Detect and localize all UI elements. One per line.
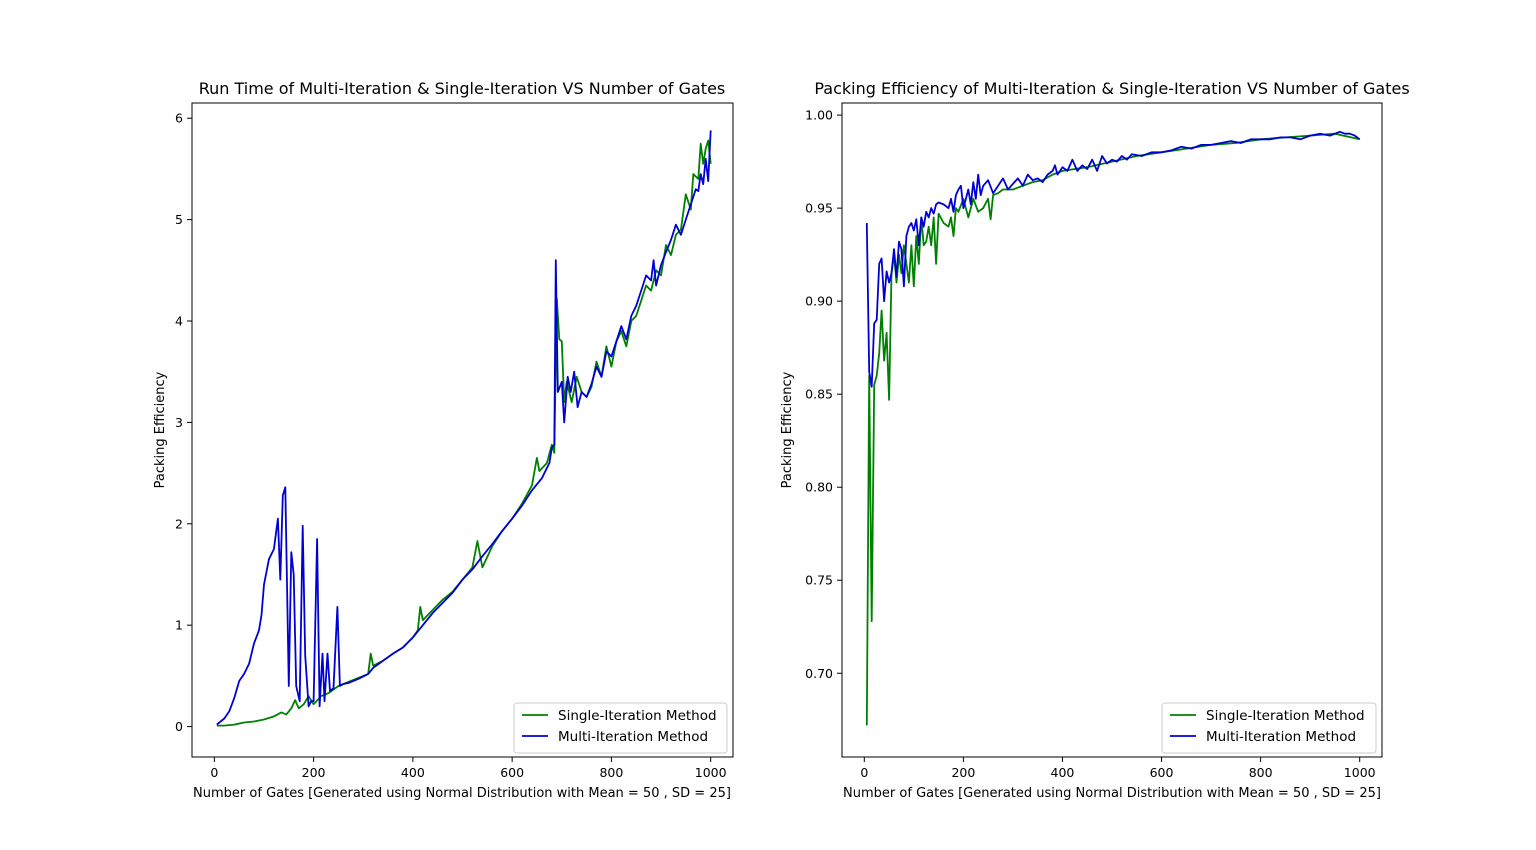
legend: Single-Iteration Method Multi-Iteration …: [1161, 702, 1377, 754]
x-tick-label: 400: [401, 765, 425, 780]
x-tick-label: 800: [1249, 765, 1273, 780]
y-tick-label: 1: [175, 618, 183, 633]
legend: Single-Iteration Method Multi-Iteration …: [513, 702, 728, 754]
legend-box: [513, 702, 728, 754]
series-line-multi-iteration: [216, 130, 712, 726]
series-line-multi-iteration: [865, 130, 1361, 388]
plot-area: 0 200 400 600 800 1000 0 1 2 3 4 5 6: [175, 102, 734, 780]
y-tick-label: 0.75: [805, 573, 833, 588]
y-tick-label: 4: [175, 314, 183, 329]
runtime-chart-panel: Run Time of Multi-Iteration & Single-Ite…: [153, 79, 734, 801]
y-tick-label: 0.70: [805, 666, 833, 681]
series-line-single-iteration: [216, 139, 712, 727]
y-tick-label: 2: [175, 516, 183, 531]
x-tick-label: 1000: [1344, 765, 1376, 780]
y-tick-label: 0.80: [805, 480, 833, 495]
legend-label-multi-iteration: Multi-Iteration Method: [558, 729, 708, 745]
axes-frame: [191, 102, 734, 758]
packing-efficiency-chart-panel: Packing Efficiency of Multi-Iteration & …: [780, 79, 1410, 801]
y-tick-label: 1.00: [805, 108, 833, 123]
y-tick-label: 0.95: [805, 201, 833, 216]
legend-label-single-iteration: Single-Iteration Method: [558, 708, 717, 724]
x-tick-label: 0: [210, 765, 218, 780]
y-tick-label: 0.90: [805, 294, 833, 309]
y-axis-label: Packing Efficiency: [153, 371, 168, 488]
y-tick-label: 5: [175, 212, 183, 227]
x-tick-label: 400: [1051, 765, 1075, 780]
x-tick-label: 600: [1150, 765, 1174, 780]
x-tick-label: 200: [951, 765, 975, 780]
y-tick-label: 0.85: [805, 387, 833, 402]
y-axis-label: Packing Efficiency: [780, 371, 795, 488]
chart-title: Run Time of Multi-Iteration & Single-Ite…: [199, 79, 726, 98]
x-axis-label: Number of Gates [Generated using Normal …: [843, 786, 1381, 801]
y-tick-label: 0: [175, 719, 183, 734]
legend-label-multi-iteration: Multi-Iteration Method: [1206, 729, 1356, 745]
y-tick-label: 3: [175, 415, 183, 430]
x-tick-label: 0: [860, 765, 868, 780]
legend-box: [1161, 702, 1377, 754]
y-tick-label: 6: [175, 111, 183, 126]
x-tick-label: 1000: [695, 765, 727, 780]
x-tick-label: 800: [599, 765, 623, 780]
axes-frame: [841, 102, 1383, 758]
chart-title: Packing Efficiency of Multi-Iteration & …: [814, 79, 1409, 98]
plot-area: 0 200 400 600 800 1000 0.70 0.75 0.80 0.85 0.90 0.9…: [805, 102, 1383, 780]
x-axis-label: Number of Gates [Generated using Normal …: [193, 786, 731, 801]
x-tick-label: 600: [500, 765, 524, 780]
x-tick-label: 200: [302, 765, 326, 780]
legend-label-single-iteration: Single-Iteration Method: [1206, 708, 1365, 724]
